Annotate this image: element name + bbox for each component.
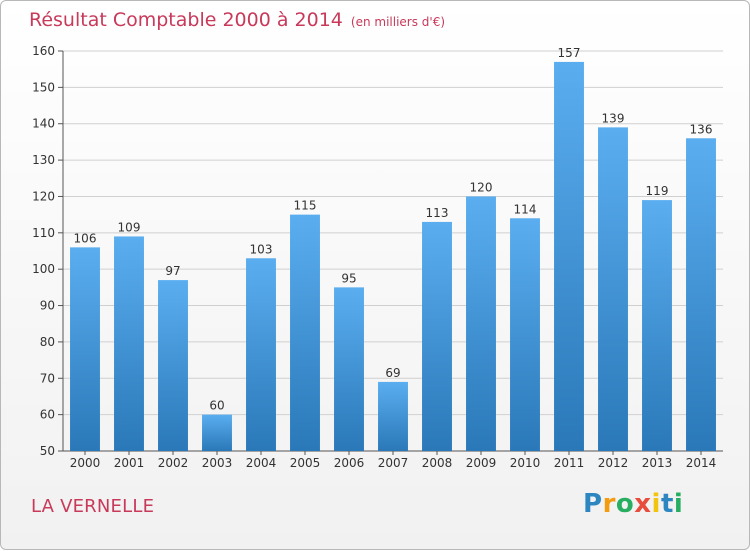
x-tick-label: 2003 [202,456,233,470]
bar [334,287,364,451]
bar [202,414,232,451]
bar [158,280,188,451]
y-tick-label: 160 [32,44,55,58]
data-label: 95 [341,271,356,285]
title-text: Résultat Comptable 2000 à 2014 [29,9,343,31]
y-tick-label: 90 [40,299,55,313]
data-label: 97 [165,264,180,278]
bar [378,381,408,451]
bar [290,214,320,451]
data-label: 113 [426,206,449,220]
bar [114,236,144,451]
y-tick-label: 120 [32,189,55,203]
data-label: 60 [209,399,224,413]
x-tick-label: 2000 [70,456,101,470]
bar [598,127,628,451]
x-tick-label: 2011 [554,456,585,470]
commune-name: LA VERNELLE [31,496,155,517]
proxiti-logo: Proxiti [583,489,683,519]
data-label: 114 [514,202,537,216]
logo-letter: t [660,489,674,519]
logo-letter: r [602,489,616,519]
y-tick-label: 140 [32,117,55,131]
y-tick-label: 100 [32,262,55,276]
bar [70,247,100,451]
x-tick-label: 2002 [158,456,189,470]
y-tick-label: 50 [40,444,55,458]
y-tick-label: 70 [40,371,55,385]
x-tick-label: 2001 [114,456,145,470]
bar [510,218,540,451]
data-label: 106 [74,231,97,245]
y-tick-label: 80 [40,335,55,349]
y-tick-label: 60 [40,408,55,422]
data-label: 115 [294,199,317,213]
chart-title: Résultat Comptable 2000 à 2014 (en millie… [29,9,445,31]
logo-letter: P [583,489,603,519]
bar [642,200,672,451]
x-tick-label: 2010 [510,456,541,470]
data-label: 136 [690,122,713,136]
x-tick-label: 2004 [246,456,277,470]
data-label: 69 [385,366,400,380]
data-label: 103 [250,242,273,256]
bar [686,138,716,452]
unit-note: (en milliers d'€) [350,15,446,29]
y-tick-label: 130 [32,153,55,167]
data-label: 139 [602,111,625,125]
data-label: 109 [118,220,141,234]
x-tick-label: 2013 [642,456,673,470]
bar [246,258,276,451]
logo-letter: x [634,489,652,519]
bar [466,196,496,451]
logo-letter: i [673,489,684,519]
x-tick-label: 2006 [334,456,365,470]
logo-letter: i [651,489,661,519]
x-tick-label: 2007 [378,456,409,470]
x-tick-label: 2014 [686,456,717,470]
x-tick-label: 2009 [466,456,497,470]
bar [422,221,452,451]
data-label: 119 [646,184,669,198]
data-label: 157 [558,46,581,60]
bar [554,61,584,452]
x-tick-label: 2008 [422,456,453,470]
data-label: 120 [470,180,493,194]
y-tick-label: 110 [32,226,55,240]
y-tick-label: 150 [32,80,55,94]
x-tick-label: 2012 [598,456,629,470]
logo-letter: o [615,489,635,519]
x-tick-label: 2005 [290,456,321,470]
